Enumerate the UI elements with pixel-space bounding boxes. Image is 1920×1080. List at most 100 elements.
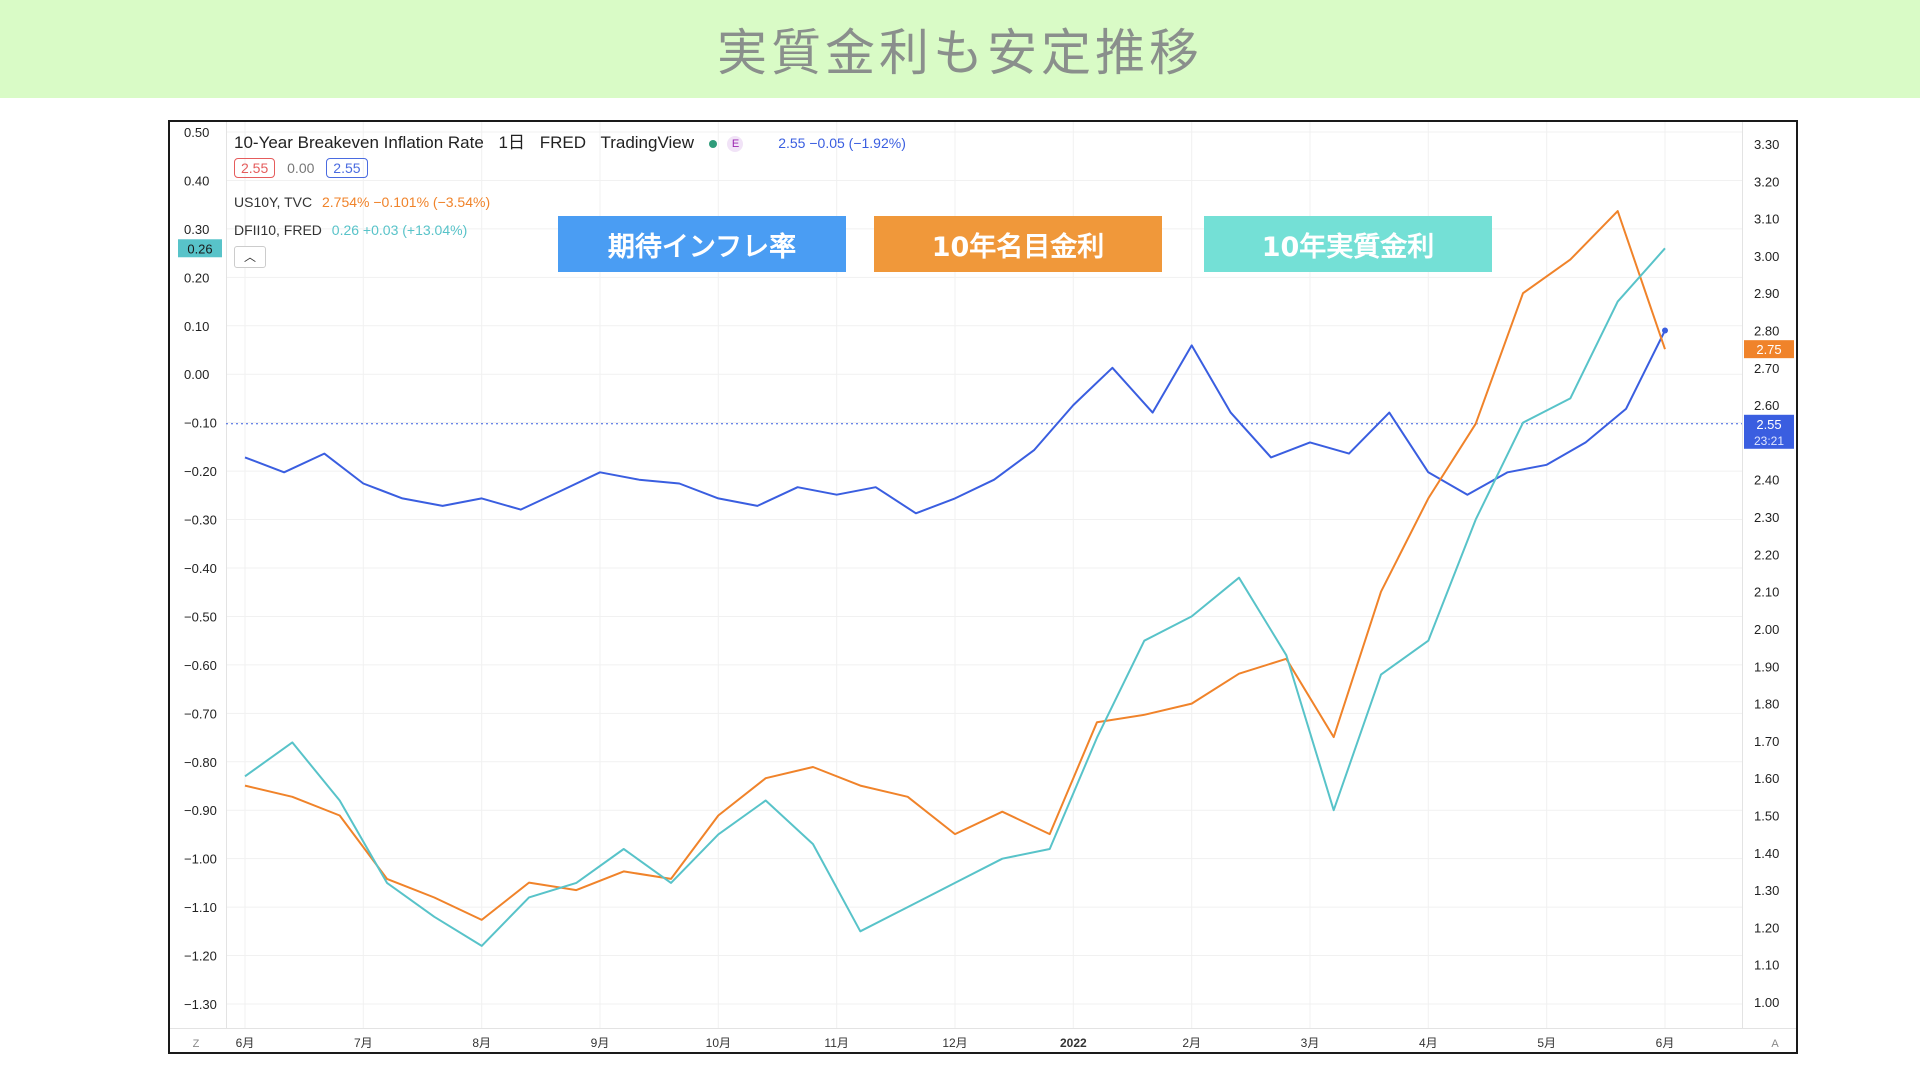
x-tick-label: 6月: [1656, 1036, 1675, 1050]
right-tick-label: 2.30: [1754, 510, 1779, 525]
x-tick-label: 7月: [354, 1036, 373, 1050]
chevron-up-icon[interactable]: ︿: [234, 246, 266, 268]
x-tick-label: 4月: [1419, 1036, 1438, 1050]
left-tick-label: 0.30: [184, 222, 209, 237]
right-tick-label: 1.80: [1754, 697, 1779, 712]
right-tick-label: 2.80: [1754, 324, 1779, 339]
tag-breakeven: 期待インフレ率: [558, 216, 846, 272]
right-tick-label: 2.10: [1754, 585, 1779, 600]
x-tick-label: 6月: [236, 1036, 255, 1050]
left-tick-label: −0.60: [184, 658, 217, 673]
x-tick-label: 10月: [706, 1036, 731, 1050]
left-axis-divider: [226, 122, 227, 1028]
tag-real: 10年実質金利: [1204, 216, 1492, 272]
right-tick-label: 1.50: [1754, 808, 1779, 823]
left-tick-label: 0.20: [184, 270, 209, 285]
us10y-line: [244, 210, 1666, 921]
breakeven-last-point: [1662, 327, 1668, 334]
countdown-label: 23:21: [1754, 434, 1784, 448]
sell-pill[interactable]: 2.55: [234, 158, 276, 178]
chart-panel[interactable]: 0.50 0.40 0.30 0.20 0.10 0.00 −0.10 −0.20 −0.30 −…: [168, 120, 1798, 1054]
left-tick-label: −0.50: [184, 609, 217, 624]
breakeven-line: [244, 330, 1666, 515]
breakeven-price-badge: [1744, 414, 1794, 449]
right-tick-label: 2.70: [1754, 361, 1779, 376]
x-tick-label: 2月: [1182, 1036, 1201, 1050]
x-tick-label: 3月: [1301, 1036, 1320, 1050]
legend-dfii-row: DFII10, FRED 0.26 +0.03 (+13.04%): [234, 222, 467, 238]
left-tick-label: 0.50: [184, 125, 209, 140]
corner-label-right: A: [1771, 1038, 1779, 1050]
spread-value: 0.00: [287, 160, 315, 176]
right-tick-label: 3.00: [1754, 249, 1779, 264]
left-current-label: 0.26: [187, 241, 212, 256]
right-tick-label: 3.30: [1754, 137, 1779, 152]
x-tick-label: 12月: [942, 1036, 967, 1050]
left-tick-label: −0.90: [184, 803, 217, 818]
right-tick-label: 2.60: [1754, 398, 1779, 413]
right-tick-label: 2.40: [1754, 473, 1779, 488]
x-tick-label: 2022: [1060, 1036, 1087, 1050]
right-axis-divider: [1742, 122, 1743, 1028]
left-tick-label: −1.10: [184, 900, 217, 915]
tag-nominal: 10年名目金利: [874, 216, 1162, 272]
right-tick-label: 2.20: [1754, 547, 1779, 562]
legend-pills-row: 2.55 0.00 2.55: [234, 158, 376, 178]
line-chart[interactable]: 0.50 0.40 0.30 0.20 0.10 0.00 −0.10 −0.20 −0.30 −…: [170, 122, 1796, 1052]
breakeven-price-label: 2.55: [1756, 417, 1781, 432]
interval-label[interactable]: 1日: [498, 133, 526, 152]
platform-label: TradingView: [600, 133, 695, 152]
e-badge-icon[interactable]: E: [727, 135, 744, 152]
right-tick-label: 1.30: [1754, 883, 1779, 898]
source-label: FRED: [539, 133, 587, 152]
grid: [226, 122, 1742, 1028]
nominal-price-label: 2.75: [1756, 342, 1781, 357]
bottom-axis-divider: [170, 1028, 1796, 1029]
right-tick-label: 1.60: [1754, 771, 1779, 786]
right-tick-label: 3.10: [1754, 212, 1779, 227]
left-tick-label: −0.80: [184, 755, 217, 770]
series-layer: [226, 210, 1742, 947]
nominal-price-badge: [1744, 340, 1794, 359]
corner-label-left: Z: [193, 1038, 200, 1050]
dfii-readout: 0.26 +0.03 (+13.04%): [331, 222, 468, 238]
legend-us10y-row: US10Y, TVC 2.754% −0.101% (−3.54%): [234, 194, 490, 210]
x-axis: 6月 7月 8月 9月 10月 11月 12月 2022 2月 3月 4月 5月 6月 Z A: [193, 1036, 1780, 1050]
left-axis: 0.50 0.40 0.30 0.20 0.10 0.00 −0.10 −0.20 −0.30 −…: [184, 125, 217, 1012]
right-tick-label: 1.70: [1754, 734, 1779, 749]
x-tick-label: 11月: [824, 1036, 848, 1050]
left-tick-label: −0.20: [184, 464, 217, 479]
right-tick-label: 1.40: [1754, 846, 1779, 861]
dfii-name: DFII10, FRED: [234, 222, 322, 238]
status-dot-icon: [708, 139, 717, 148]
left-tick-label: −0.10: [184, 416, 217, 431]
left-tick-label: 0.40: [184, 173, 209, 188]
right-tick-label: 2.90: [1754, 286, 1779, 301]
right-tick-label: 1.90: [1754, 659, 1779, 674]
page-title: 実質金利も安定推移: [717, 24, 1203, 82]
left-tick-label: −1.00: [184, 852, 217, 867]
right-axis: 3.30 3.20 3.10 3.00 2.90 2.80 2.70 2.60 2.40 2.30…: [1754, 137, 1779, 1010]
right-tick-label: 1.10: [1754, 958, 1779, 973]
left-tick-label: 0.00: [184, 367, 209, 382]
dfii10-line: [244, 247, 1666, 947]
buy-pill[interactable]: 2.55: [326, 158, 368, 178]
right-tick-label: 3.20: [1754, 174, 1779, 189]
legend: 10-Year Breakeven Inflation Rate 1日 FRED…: [170, 122, 1170, 282]
left-tick-label: −0.70: [184, 706, 217, 721]
left-tick-label: −0.30: [184, 513, 217, 528]
x-tick-label: 8月: [472, 1036, 491, 1050]
last-readout: 2.55 −0.05 (−1.92%): [778, 135, 906, 151]
left-current-badge: [178, 239, 222, 258]
left-tick-label: 0.10: [184, 319, 209, 334]
left-tick-label: −0.40: [184, 561, 217, 576]
us10y-readout: 2.754% −0.101% (−3.54%): [321, 194, 491, 210]
right-tick-label: 2.00: [1754, 622, 1779, 637]
left-tick-label: −1.20: [184, 949, 217, 964]
x-tick-label: 5月: [1537, 1036, 1556, 1050]
legend-title-row: 10-Year Breakeven Inflation Rate 1日 FRED…: [234, 128, 916, 153]
price-labels: 0.26 2.75 2.55 23:21: [178, 239, 1794, 449]
series-title: 10-Year Breakeven Inflation Rate: [234, 133, 484, 152]
right-tick-label: 1.20: [1754, 920, 1779, 935]
right-tick-label: 1.00: [1754, 995, 1779, 1010]
